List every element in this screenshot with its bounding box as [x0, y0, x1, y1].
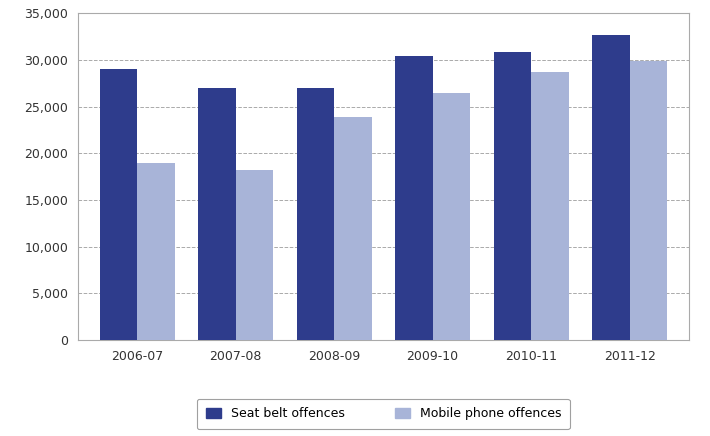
Bar [297, 88, 334, 340]
Bar [100, 69, 137, 340]
Bar [531, 72, 569, 340]
Bar [630, 61, 667, 340]
Bar [493, 52, 531, 340]
Legend: Seat belt offences, Mobile phone offences: Seat belt offences, Mobile phone offence… [197, 399, 570, 429]
Bar [334, 117, 371, 340]
Bar [198, 88, 236, 340]
Bar [236, 170, 273, 340]
Bar [592, 34, 630, 340]
Bar [395, 56, 432, 340]
Bar [432, 93, 470, 340]
Bar [137, 163, 175, 340]
